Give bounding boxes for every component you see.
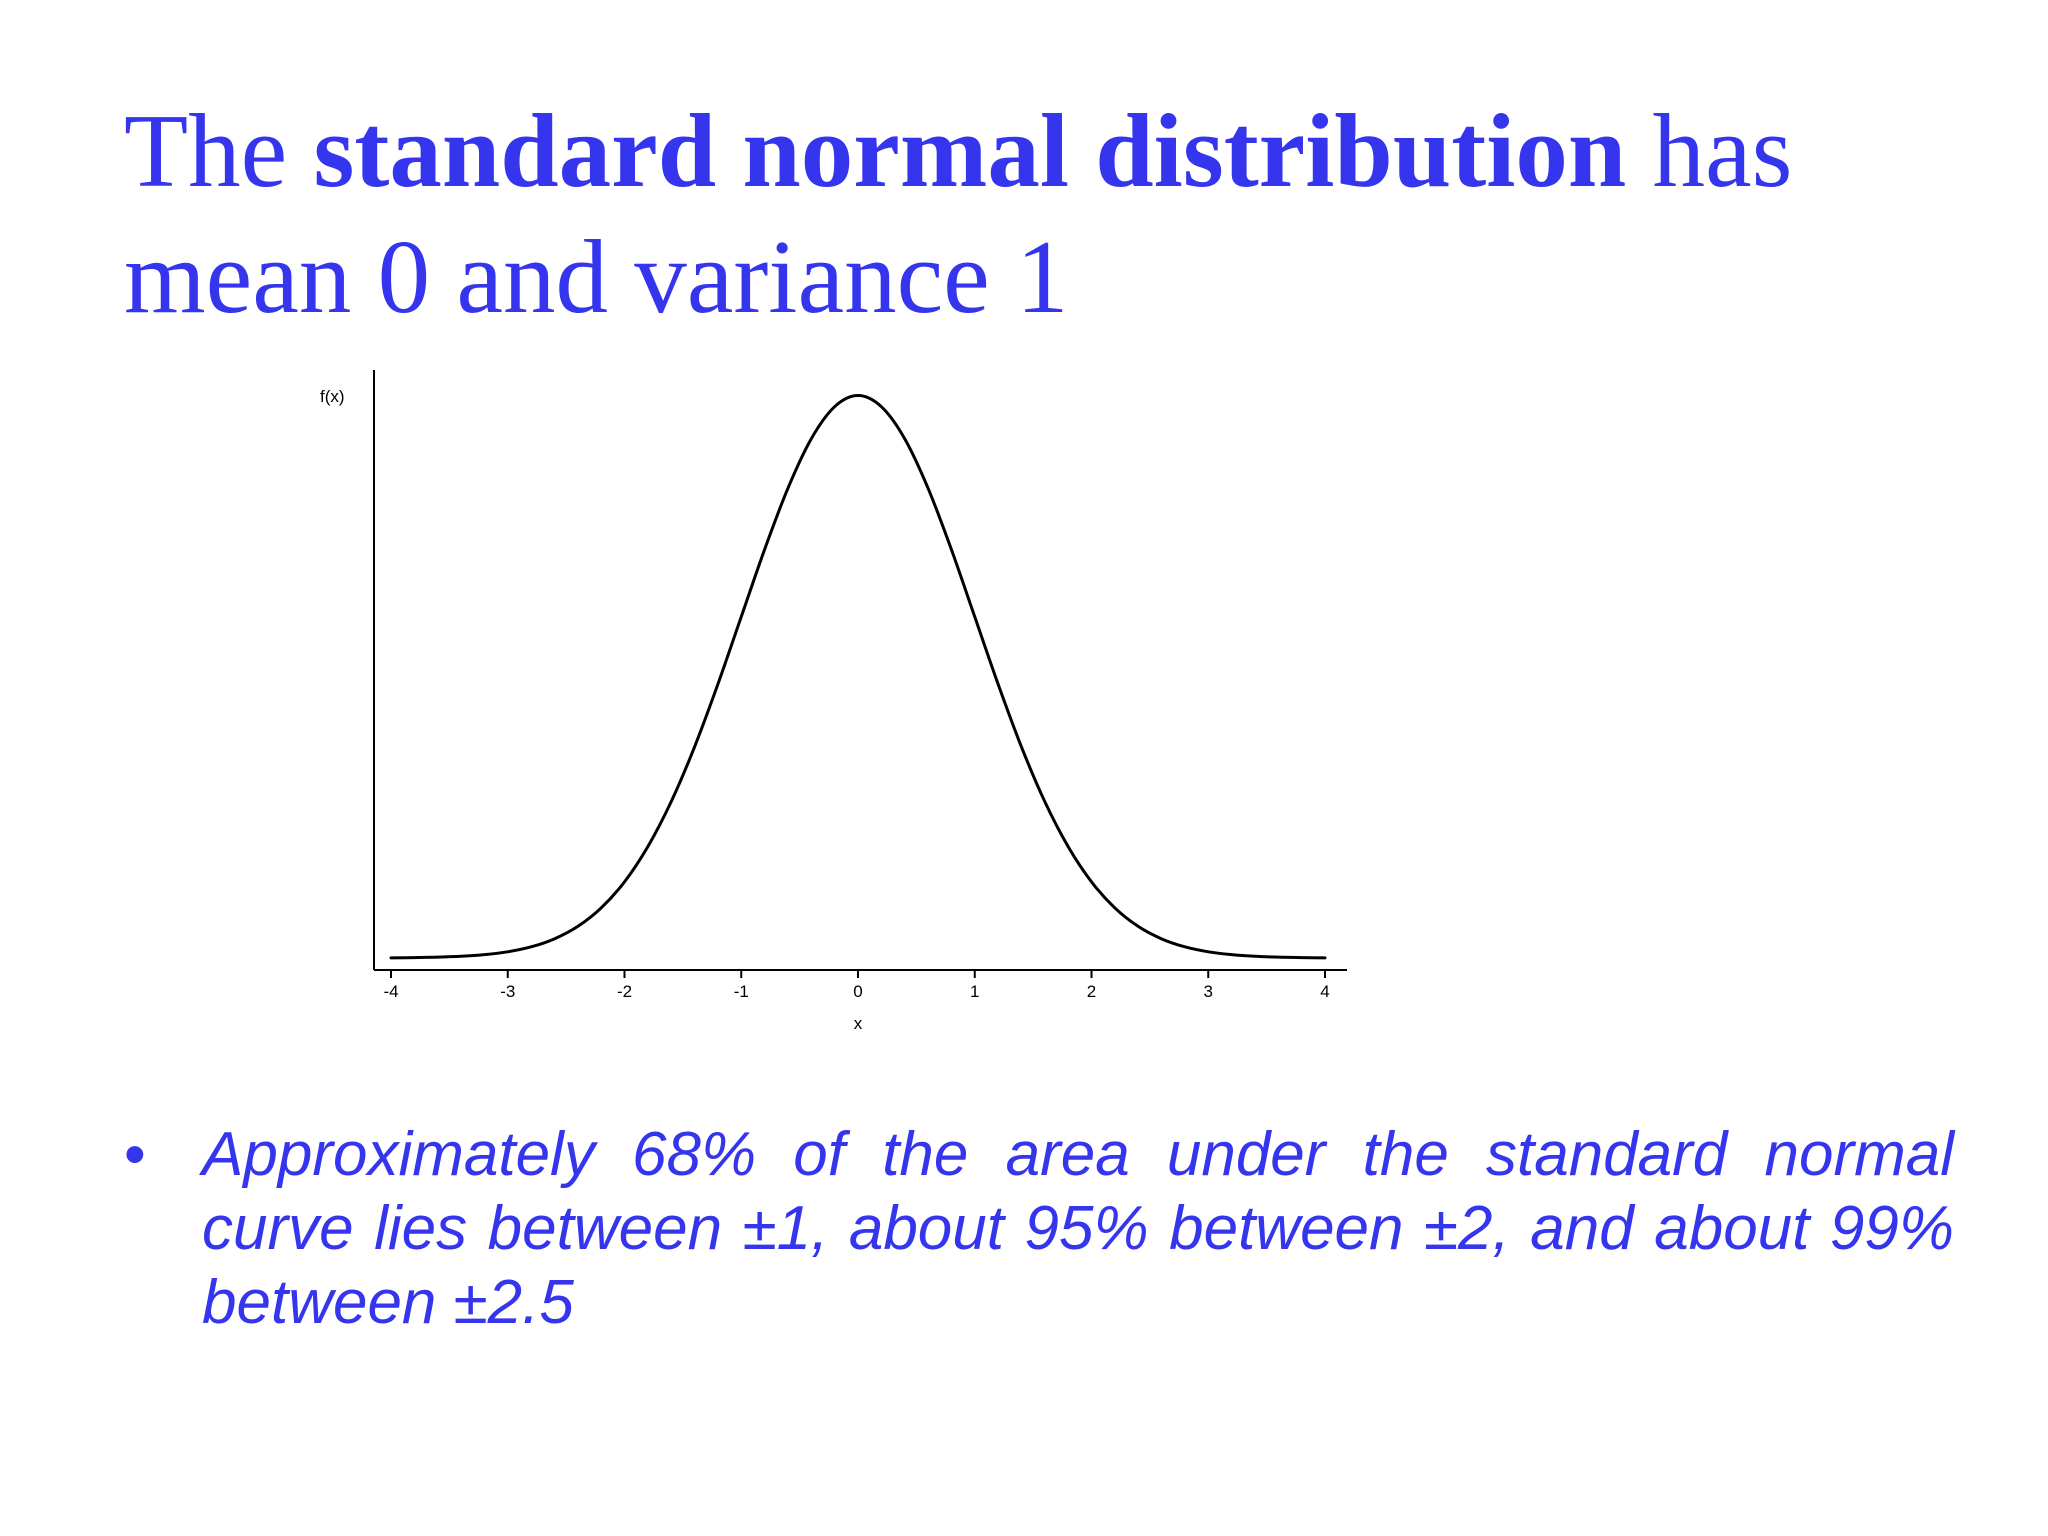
x-tick-label: 2 — [1087, 982, 1096, 1001]
bullet-marker: • — [124, 1120, 146, 1189]
title-bold: standard normal distribution — [313, 92, 1627, 209]
title-lead: The — [124, 92, 314, 209]
x-tick-label: -3 — [500, 982, 515, 1001]
x-tick-label: 1 — [970, 982, 979, 1001]
bullet-text: Approximately 68% of the area under the … — [202, 1120, 1954, 1337]
y-axis-label: f(x) — [320, 387, 345, 406]
title-tail: has mean 0 and variance 1 — [124, 92, 1793, 335]
x-tick-label: -4 — [383, 982, 398, 1001]
x-tick-label: -1 — [734, 982, 749, 1001]
x-axis-label: x — [854, 1014, 863, 1033]
bullet-point: • Approximately 68% of the area under th… — [124, 1118, 1954, 1340]
slide-title: The standard normal distribution has mea… — [124, 88, 1964, 340]
density-curve-line — [389, 394, 1327, 960]
x-tick-label: 0 — [853, 982, 862, 1001]
x-tick-label: -2 — [617, 982, 632, 1001]
x-tick-label: 3 — [1204, 982, 1213, 1001]
x-tick-label: 4 — [1320, 982, 1329, 1001]
normal-distribution-chart: -4 -3 -2 -1 0 1 2 3 4 x f(x) — [320, 370, 1347, 1033]
